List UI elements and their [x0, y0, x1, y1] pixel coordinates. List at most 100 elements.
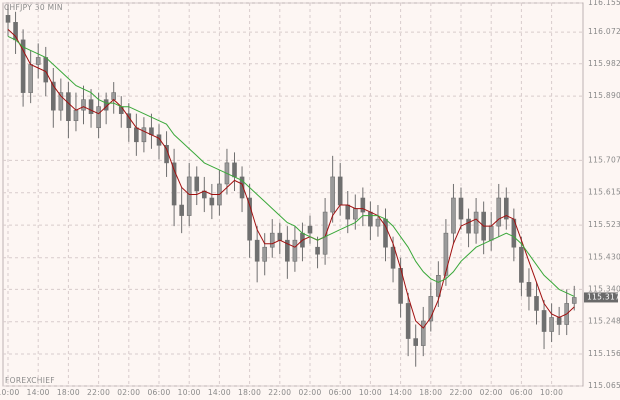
candle-body [526, 282, 532, 297]
y-tick-label: 115.156 [588, 349, 620, 358]
candle-body [179, 204, 184, 216]
candle-body [28, 64, 33, 93]
moving-average-line [7, 35, 575, 297]
candle-body [262, 246, 268, 262]
x-tick-label: 10:00 [178, 388, 201, 397]
x-tick-label: 06:00 [147, 388, 170, 397]
candle-body [345, 204, 351, 220]
candle-body [285, 239, 290, 262]
candle-body [466, 218, 471, 234]
candle-body [292, 239, 298, 262]
candle-body [81, 99, 86, 111]
candle-body [473, 211, 479, 234]
candle-body [254, 239, 260, 262]
y-tick-label: 115.890 [588, 91, 620, 100]
candle-body [405, 303, 411, 339]
candle-body [519, 246, 524, 283]
candle-body [315, 246, 320, 255]
candle-body [232, 162, 237, 178]
candle-body [156, 134, 162, 146]
candle-body [111, 92, 116, 100]
x-tick-label: 18:00 [419, 388, 442, 397]
y-tick-label: 116.072 [588, 27, 620, 36]
candle-body [186, 176, 192, 216]
y-tick-label: 115.340 [588, 284, 620, 293]
y-tick-label: 115.523 [588, 220, 620, 229]
candle-body [73, 109, 79, 122]
x-tick-label: 02:00 [298, 388, 321, 397]
candle-body [337, 176, 343, 206]
candle-body [171, 162, 177, 206]
candle-body [20, 39, 26, 93]
candle-body [488, 225, 494, 241]
candle-body [247, 197, 252, 241]
candle-body [239, 176, 245, 199]
candle-body [66, 92, 71, 122]
candle-body [330, 176, 335, 213]
candle-body [428, 296, 434, 322]
candle-body [141, 127, 147, 143]
candle-body [383, 218, 388, 248]
candle-body [269, 232, 275, 248]
chart-title: CHFJPY 30 MIN [4, 3, 63, 12]
x-tick-label: 14:00 [27, 388, 50, 397]
candle-body [50, 81, 56, 111]
candle-body [360, 197, 366, 213]
candle-body [390, 246, 396, 269]
x-tick-label: 22:00 [268, 388, 291, 397]
candle-body [503, 197, 509, 220]
x-tick-label: 14:00 [389, 388, 412, 397]
y-tick-label: 116.155 [588, 0, 620, 7]
candle-body [375, 218, 381, 227]
x-tick-label: 10:00 [359, 388, 382, 397]
y-tick-label: 115.430 [588, 253, 620, 262]
candle-body [209, 197, 215, 206]
x-tick-label: 18:00 [57, 388, 80, 397]
x-tick-label: 06:00 [329, 388, 352, 397]
x-tick-label: 22:00 [87, 388, 110, 397]
candle-body [571, 297, 577, 304]
candle-body [43, 57, 49, 83]
candle-body [35, 57, 41, 65]
candle-body [549, 317, 554, 332]
candle-body [118, 106, 124, 114]
x-tick-label: 18:00 [238, 388, 261, 397]
candle-body [96, 106, 101, 129]
candle-body [307, 225, 313, 234]
x-tick-label: 06:00 [510, 388, 533, 397]
x-tick-label: 10:00 [540, 388, 563, 397]
price-tag [584, 292, 618, 303]
candle-body [5, 14, 11, 23]
candle-body [458, 197, 464, 220]
y-tick-label: 115.615 [588, 188, 620, 197]
moving-average-line [7, 29, 575, 329]
candle-body [134, 127, 139, 143]
y-tick-label: 115.248 [588, 317, 620, 326]
candle-body [496, 197, 502, 227]
candle-body [451, 197, 456, 234]
candle-body [88, 99, 94, 114]
candle-body [322, 211, 328, 255]
x-tick-label: 02:00 [117, 388, 140, 397]
x-tick-label: 14:00 [208, 388, 231, 397]
candle-body [194, 176, 200, 192]
candle-body [368, 211, 373, 227]
candle-body [420, 320, 426, 346]
candle-body [413, 338, 419, 346]
x-tick-label: 02:00 [480, 388, 503, 397]
candle-body [556, 317, 562, 325]
y-tick-label: 115.707 [588, 155, 620, 164]
candle-body [277, 232, 283, 241]
price-tag-label: 115.317 [587, 292, 620, 301]
candle-body [58, 92, 64, 111]
candle-body [534, 296, 539, 311]
candle-body [443, 232, 449, 276]
x-tick-label: 10:00 [0, 388, 20, 397]
x-tick-label: 22:00 [449, 388, 472, 397]
watermark: FOREXCHIEF [5, 376, 55, 385]
y-tick-label: 115.065 [588, 381, 620, 390]
candle-body [352, 208, 358, 220]
y-tick-label: 115.982 [588, 59, 620, 68]
